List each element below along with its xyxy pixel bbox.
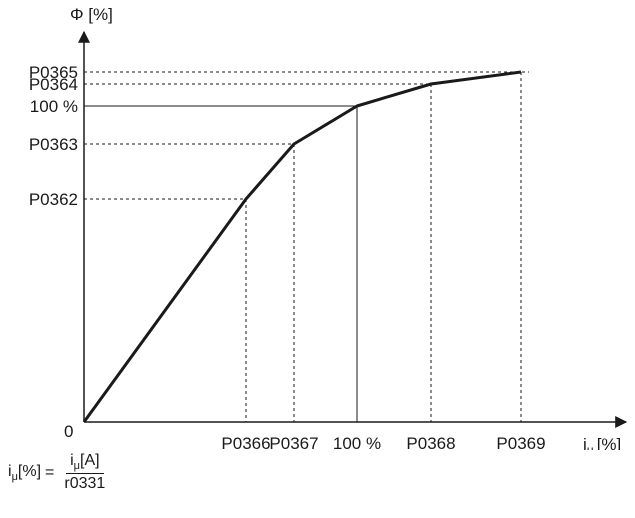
y-tick-label: P0365 xyxy=(29,63,78,82)
y-tick-label: P0362 xyxy=(29,190,78,209)
formula-equals: = xyxy=(45,463,55,481)
formula-numerator: iμ[A] xyxy=(66,452,104,475)
x-tick-label: P0369 xyxy=(496,434,545,450)
origin-label: 0 xyxy=(64,422,73,441)
x-axis-label-sub: μ xyxy=(587,443,594,450)
characteristic-curve xyxy=(82,70,522,423)
x-tick-label: P0368 xyxy=(406,434,455,450)
normalization-formula: iμ[%] = iμ[A] r0331 xyxy=(8,452,109,493)
y-tick-label: P0364 xyxy=(29,75,78,94)
x-axis-label: iμ [%] xyxy=(583,435,621,450)
x-tick-label: 100 % xyxy=(333,434,381,450)
y-tick-label: 100 % xyxy=(30,97,78,116)
y-axis-label: Φ [%] xyxy=(70,5,113,24)
y-tick-label: P0363 xyxy=(29,135,78,154)
formula-lhs: iμ[%] xyxy=(8,462,42,483)
x-axis-label-unit: [%] xyxy=(597,435,622,450)
formula-denominator: r0331 xyxy=(64,475,106,493)
formula-fraction: iμ[A] r0331 xyxy=(60,452,109,493)
x-axis-label-main: i xyxy=(583,435,587,450)
x-tick-label: P0366 xyxy=(221,434,270,450)
guide-lines xyxy=(84,71,529,422)
x-tick-label: P0367 xyxy=(269,434,318,450)
